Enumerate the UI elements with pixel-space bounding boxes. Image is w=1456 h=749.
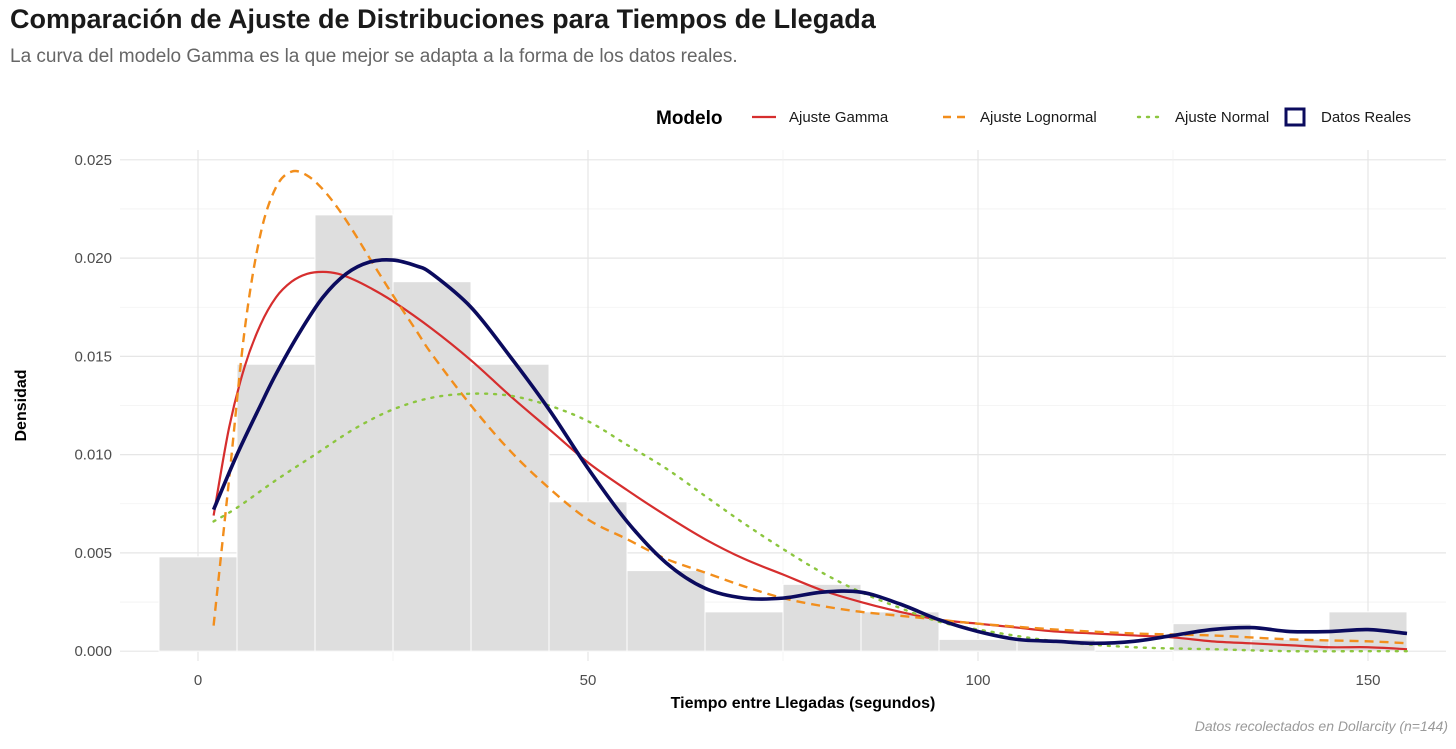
legend-label: Datos Reales xyxy=(1321,109,1411,126)
legend-label: Ajuste Gamma xyxy=(789,109,889,126)
histogram-bar xyxy=(314,214,394,652)
histogram-bars xyxy=(158,214,1408,652)
legend-title: Modelo xyxy=(656,108,723,129)
histogram-bar xyxy=(470,363,550,652)
histogram-bar xyxy=(158,556,238,652)
x-axis-ticks: 0 50 100 150 xyxy=(194,672,1381,689)
x-tick-label: 0 xyxy=(194,672,202,689)
chart-title: Comparación de Ajuste de Distribuciones … xyxy=(10,4,876,34)
legend-item-ajuste-normal: Ajuste Normal xyxy=(1136,109,1269,126)
x-axis-title: Tiempo entre Llegadas (segundos) xyxy=(671,695,936,712)
legend: Modelo Ajuste Gamma Ajuste Lognormal Ajuste… xyxy=(656,107,1411,129)
y-axis-title: Densidad xyxy=(13,369,30,441)
legend-label: Ajuste Lognormal xyxy=(980,109,1097,126)
histogram-bar xyxy=(392,281,472,652)
legend-item-datos-reales: Datos Reales xyxy=(1284,107,1411,127)
series-ajuste-normal xyxy=(212,392,1409,653)
legend-item-ajuste-lognormal: Ajuste Lognormal xyxy=(943,109,1097,126)
y-tick-label: 0.020 xyxy=(74,250,112,267)
y-tick-label: 0.025 xyxy=(74,152,112,169)
histogram-bar xyxy=(938,638,1018,652)
histogram-bar xyxy=(1016,638,1096,652)
histogram-bar xyxy=(548,501,628,652)
chart-caption: Datos recolectados en Dollarcity (n=144) xyxy=(1194,718,1448,734)
legend-label: Ajuste Normal xyxy=(1175,109,1269,126)
fit-curves xyxy=(211,169,1409,653)
y-tick-label: 0.010 xyxy=(74,447,112,464)
series-datos-reales xyxy=(211,257,1408,646)
x-tick-label: 150 xyxy=(1355,672,1380,689)
y-tick-label: 0.005 xyxy=(74,545,112,562)
x-tick-label: 100 xyxy=(965,672,990,689)
y-tick-label: 0.015 xyxy=(74,348,112,365)
histogram-bar xyxy=(626,570,706,652)
x-tick-label: 50 xyxy=(580,672,597,689)
y-axis-ticks: 0.000 0.005 0.010 0.015 0.020 0.025 xyxy=(74,152,112,660)
series-ajuste-lognormal xyxy=(212,169,1408,645)
chart-subtitle: La curva del modelo Gamma es la que mejo… xyxy=(10,46,738,67)
histogram-bar xyxy=(782,583,862,652)
histogram-bar xyxy=(236,363,316,652)
legend-item-ajuste-gamma: Ajuste Gamma xyxy=(752,109,889,126)
histogram-bar xyxy=(704,611,784,652)
y-tick-label: 0.000 xyxy=(74,643,112,660)
legend-key xyxy=(1284,107,1306,127)
